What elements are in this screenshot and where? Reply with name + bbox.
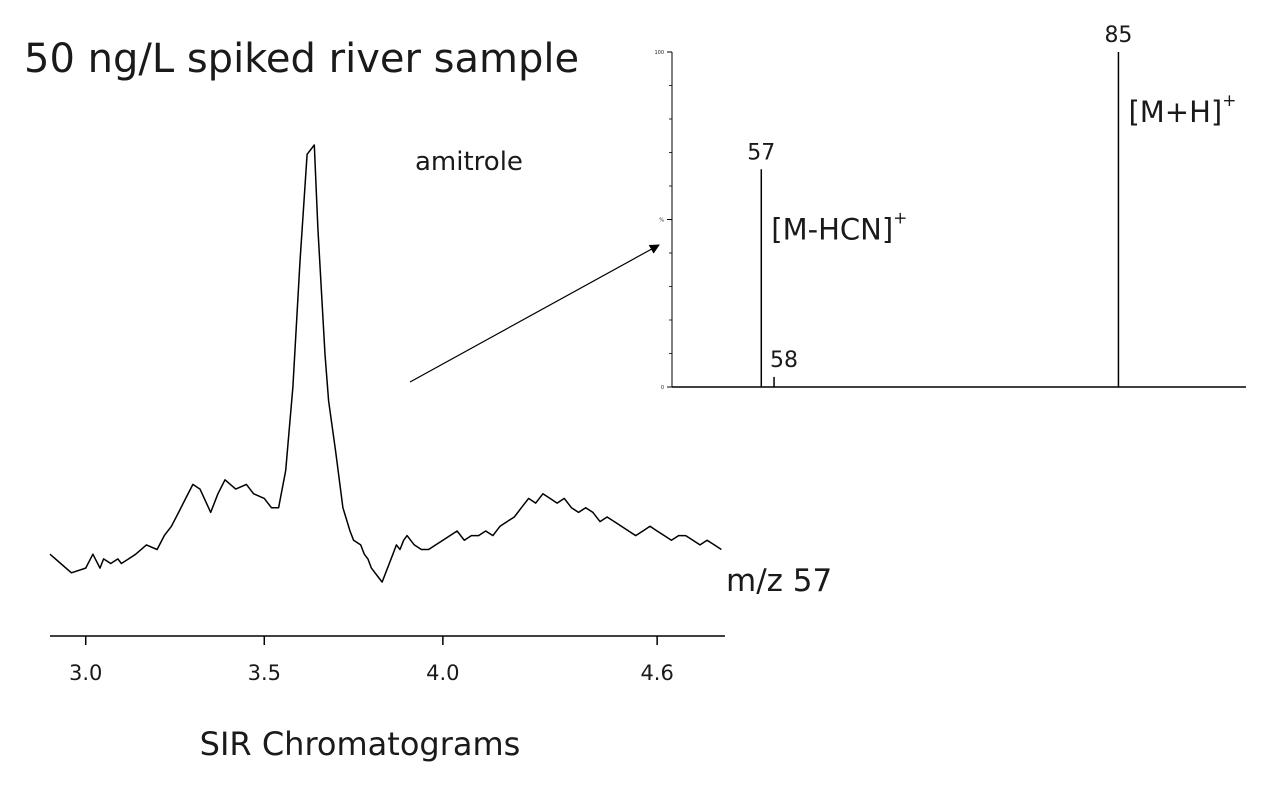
spectrum-peak-label: 85 bbox=[1104, 23, 1132, 48]
peak-to-spectrum-arrow bbox=[409, 244, 660, 383]
chromatogram-tick-label: 3.5 bbox=[248, 661, 281, 685]
spectrum-y-tick-label: 100 bbox=[654, 50, 664, 56]
sir-chromatogram: 3.0 3.5 4.0 4.6 amitrole m/z 57 SIR Chromat… bbox=[49, 144, 832, 763]
chromatogram-tick-label: 4.0 bbox=[426, 661, 459, 685]
mass-spectrum: 0% 100 57 [M-HCN]+ 58 85 [M+H]+ bbox=[654, 23, 1246, 391]
spectrum-peaks: 57 [M-HCN]+ 58 85 [M+H]+ bbox=[747, 23, 1236, 387]
spectrum-ion-label: [M+H]+ bbox=[1128, 91, 1236, 129]
peak-label: amitrole bbox=[415, 147, 523, 177]
chromatogram-x-ticks: 3.0 3.5 4.0 4.6 bbox=[69, 636, 674, 685]
chromatogram-tick-label: 3.0 bbox=[69, 661, 102, 685]
spectrum-ion-label: [M-HCN]+ bbox=[771, 208, 907, 246]
spectrum-ion-charge: + bbox=[1222, 91, 1236, 111]
chromatogram-tick-label: 4.6 bbox=[640, 661, 673, 685]
spectrum-peak-label: 57 bbox=[747, 140, 775, 165]
spectrum-y-ticks: 0% 100 bbox=[654, 50, 672, 391]
spectrum-ion-charge: + bbox=[893, 208, 907, 228]
spectrum-y-tick-label: % bbox=[659, 218, 664, 224]
chromatogram-trace bbox=[49, 144, 722, 583]
spectrum-peak-label: 58 bbox=[770, 348, 798, 373]
figure-title: 50 ng/L spiked river sample bbox=[24, 36, 579, 82]
chromatogram-x-label: SIR Chromatograms bbox=[200, 725, 521, 763]
trace-label: m/z 57 bbox=[726, 563, 832, 599]
spectrum-y-tick-label: 0 bbox=[661, 385, 664, 391]
